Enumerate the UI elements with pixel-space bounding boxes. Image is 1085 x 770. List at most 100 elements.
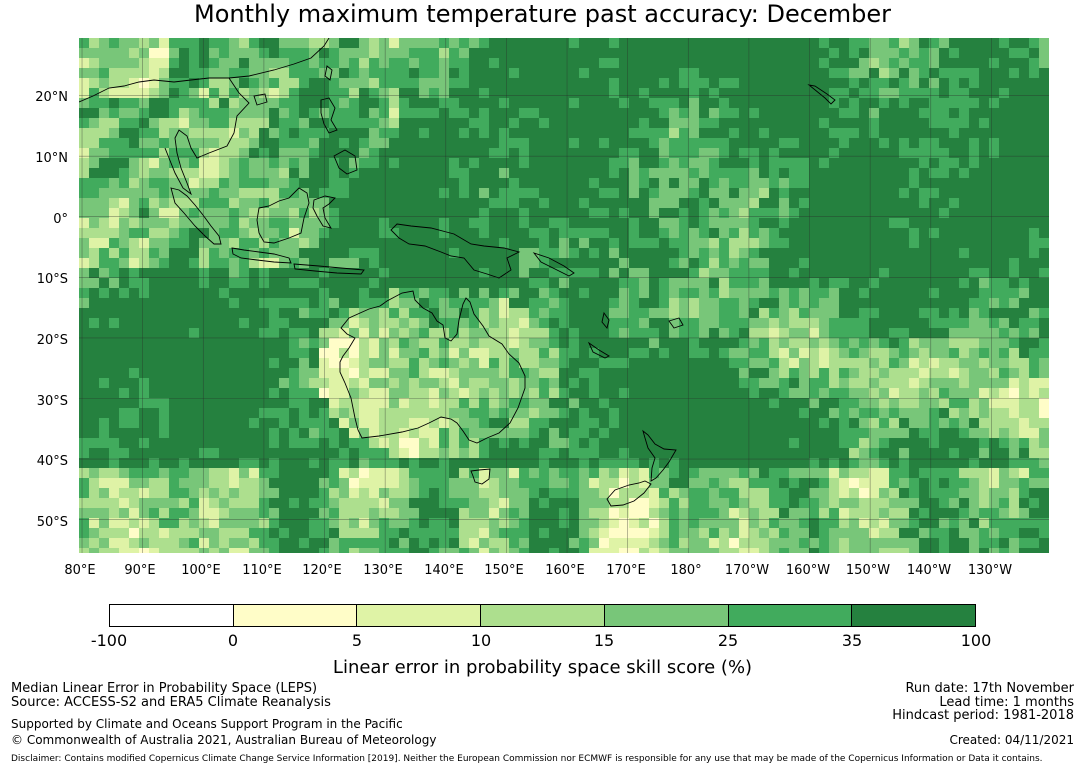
score-cell bbox=[469, 348, 479, 358]
score-cell bbox=[189, 208, 199, 218]
score-cell bbox=[829, 148, 839, 158]
score-cell bbox=[899, 98, 909, 108]
score-cell bbox=[1019, 438, 1029, 448]
score-cell bbox=[359, 458, 369, 468]
score-cell bbox=[229, 158, 239, 168]
score-cell bbox=[589, 228, 599, 238]
score-cell bbox=[829, 68, 839, 78]
score-cell bbox=[969, 318, 979, 328]
score-cell bbox=[619, 258, 629, 268]
score-cell bbox=[809, 378, 819, 388]
score-cell bbox=[769, 548, 779, 553]
score-cell bbox=[689, 98, 699, 108]
score-cell bbox=[1039, 468, 1049, 478]
score-cell bbox=[679, 288, 689, 298]
score-cell bbox=[509, 308, 519, 318]
score-cell bbox=[109, 48, 119, 58]
score-cell bbox=[949, 198, 959, 208]
score-cell bbox=[959, 328, 969, 338]
score-cell bbox=[569, 138, 579, 148]
score-cell bbox=[839, 498, 849, 508]
score-cell bbox=[1039, 38, 1049, 48]
score-cell bbox=[239, 518, 249, 528]
score-cell bbox=[859, 528, 869, 538]
score-cell bbox=[619, 288, 629, 298]
score-cell bbox=[989, 318, 999, 328]
score-cell bbox=[569, 228, 579, 238]
score-cell bbox=[669, 278, 679, 288]
score-cell bbox=[279, 198, 289, 208]
score-cell bbox=[1039, 478, 1049, 488]
score-cell bbox=[679, 208, 689, 218]
score-cell bbox=[209, 488, 219, 498]
score-cell bbox=[489, 428, 499, 438]
score-cell bbox=[589, 438, 599, 448]
score-cell bbox=[449, 328, 459, 338]
score-cell bbox=[489, 338, 499, 348]
score-cell bbox=[559, 518, 569, 528]
score-cell bbox=[569, 378, 579, 388]
score-cell bbox=[509, 538, 519, 548]
score-cell bbox=[109, 498, 119, 508]
score-cell bbox=[439, 188, 449, 198]
score-cell bbox=[439, 308, 449, 318]
score-cell bbox=[949, 388, 959, 398]
score-cell bbox=[1019, 508, 1029, 518]
score-cell bbox=[329, 58, 339, 68]
score-cell bbox=[689, 528, 699, 538]
coast-hainan bbox=[253, 93, 268, 106]
score-cell bbox=[379, 48, 389, 58]
score-cell bbox=[219, 188, 229, 198]
score-cell bbox=[139, 68, 149, 78]
score-cell bbox=[869, 38, 879, 48]
score-cell bbox=[519, 318, 529, 328]
score-cell bbox=[109, 148, 119, 158]
score-cell bbox=[269, 78, 279, 88]
score-cell bbox=[759, 348, 769, 358]
score-cell bbox=[149, 528, 159, 538]
score-cell bbox=[169, 148, 179, 158]
score-cell bbox=[499, 478, 509, 488]
score-cell bbox=[669, 188, 679, 198]
score-cell bbox=[599, 548, 609, 553]
score-cell bbox=[859, 468, 869, 478]
score-cell bbox=[799, 388, 809, 398]
score-cell bbox=[449, 308, 459, 318]
score-cell bbox=[109, 208, 119, 218]
score-cell bbox=[479, 358, 489, 368]
score-cell bbox=[369, 448, 379, 458]
score-cell bbox=[89, 178, 99, 188]
score-cell bbox=[959, 518, 969, 528]
score-cell bbox=[629, 498, 639, 508]
score-cell bbox=[979, 418, 989, 428]
score-cell bbox=[999, 478, 1009, 488]
score-cell bbox=[199, 238, 209, 248]
score-cell bbox=[439, 478, 449, 488]
score-cell bbox=[179, 38, 189, 48]
score-cell bbox=[989, 428, 999, 438]
score-cell bbox=[559, 488, 569, 498]
score-cell bbox=[269, 508, 279, 518]
score-cell bbox=[279, 298, 289, 308]
score-cell bbox=[289, 438, 299, 448]
score-cell bbox=[879, 548, 889, 553]
score-cell bbox=[629, 188, 639, 198]
score-cell bbox=[209, 218, 219, 228]
score-cell bbox=[129, 418, 139, 428]
score-cell bbox=[299, 168, 309, 178]
score-cell bbox=[349, 438, 359, 448]
score-cell bbox=[919, 148, 929, 158]
score-cell bbox=[519, 378, 529, 388]
score-cell bbox=[89, 518, 99, 528]
score-cell bbox=[509, 288, 519, 298]
score-cell bbox=[489, 468, 499, 478]
score-cell bbox=[799, 298, 809, 308]
score-cell bbox=[159, 508, 169, 518]
score-cell bbox=[889, 528, 899, 538]
score-cell bbox=[419, 308, 429, 318]
score-cell bbox=[919, 418, 929, 428]
score-cell bbox=[129, 528, 139, 538]
score-cell bbox=[209, 518, 219, 528]
score-cell bbox=[999, 488, 1009, 498]
skill-score-map[interactable] bbox=[79, 38, 1049, 553]
